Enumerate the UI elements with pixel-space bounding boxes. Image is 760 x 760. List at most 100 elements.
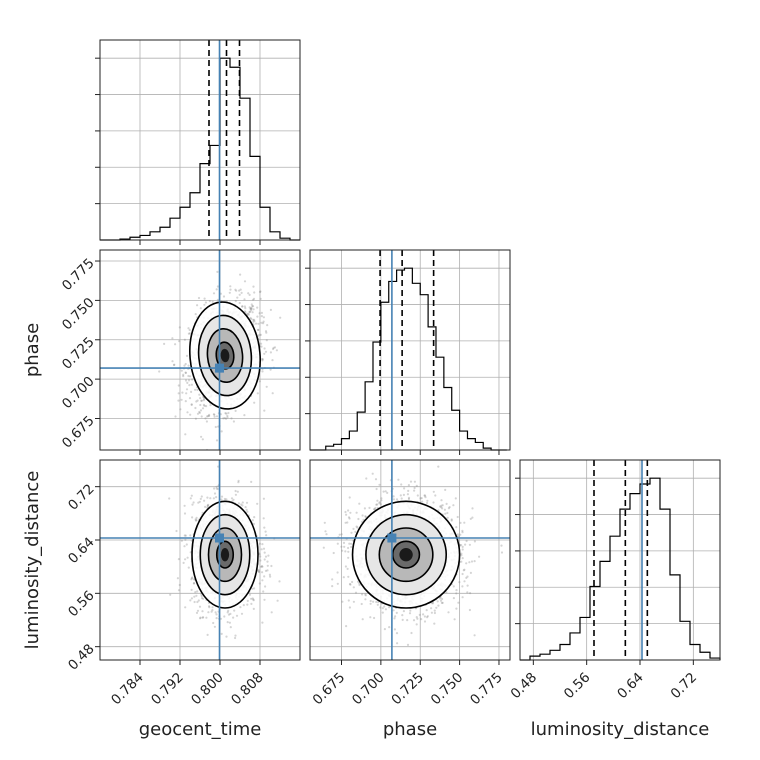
scatter-point — [210, 610, 213, 613]
scatter-point — [198, 411, 201, 414]
scatter-point — [239, 273, 242, 276]
scatter-point — [228, 621, 231, 624]
scatter-point — [357, 517, 360, 521]
scatter-point — [192, 578, 196, 581]
scatter-point — [260, 565, 263, 568]
scatter-point — [275, 349, 278, 352]
truth-marker — [215, 533, 224, 543]
scatter-point — [469, 592, 472, 595]
scatter-point — [182, 561, 185, 565]
scatter-point — [432, 501, 435, 504]
scatter-point — [189, 375, 192, 378]
scatter-point — [266, 569, 269, 572]
scatter-point — [226, 621, 229, 624]
scatter-point — [184, 400, 187, 403]
scatter-point — [263, 575, 266, 578]
scatter-point — [257, 328, 260, 332]
scatter-point — [183, 534, 186, 537]
scatter-point — [193, 595, 196, 598]
scatter-point — [200, 415, 203, 418]
scatter-point — [384, 608, 387, 611]
scatter-point — [456, 533, 460, 536]
scatter-point — [250, 480, 253, 483]
scatter-point — [213, 413, 216, 416]
scatter-point — [247, 312, 250, 315]
scatter-point — [409, 480, 413, 483]
scatter-point — [269, 308, 272, 311]
scatter-point — [197, 296, 201, 300]
scatter-point — [183, 512, 187, 515]
scatter-point — [423, 615, 426, 618]
scatter-point — [248, 306, 251, 309]
scatter-point — [461, 596, 464, 599]
scatter-point — [271, 392, 274, 395]
scatter-point — [172, 363, 176, 367]
scatter-point — [440, 504, 443, 507]
scatter-point — [341, 549, 344, 552]
scatter-point — [194, 313, 197, 316]
scatter-point — [399, 494, 402, 497]
scatter-point — [200, 597, 204, 600]
scatter-point — [191, 503, 194, 506]
scatter-point — [196, 600, 199, 604]
scatter-point — [347, 546, 350, 550]
scatter-point — [469, 517, 472, 521]
scatter-point — [192, 501, 195, 504]
scatter-point — [473, 560, 476, 563]
scatter-point — [382, 490, 385, 493]
scatter-point — [199, 307, 202, 310]
truth-marker — [215, 363, 224, 373]
scatter-point — [251, 587, 254, 590]
scatter-point — [229, 626, 232, 629]
histogram-luminosity-distance — [520, 477, 721, 661]
scatter-point — [344, 521, 347, 524]
scatter-point — [256, 502, 259, 505]
scatter-point — [261, 571, 264, 574]
scatter-point — [336, 571, 339, 574]
scatter-point — [226, 414, 229, 417]
scatter-point — [374, 478, 378, 481]
scatter-point — [324, 530, 327, 533]
scatter-point — [184, 534, 187, 537]
scatter-point — [262, 547, 266, 550]
scatter-point — [365, 477, 368, 480]
scatter-point — [199, 497, 202, 500]
scatter-point — [344, 565, 347, 568]
scatter-point — [211, 606, 214, 609]
scatter-point — [252, 522, 255, 526]
scatter-point — [215, 487, 218, 490]
scatter-point — [251, 311, 254, 314]
scatter-point — [216, 298, 219, 301]
scatter-point — [406, 493, 409, 496]
scatter-point — [344, 510, 347, 514]
scatter-point — [203, 499, 206, 502]
scatter-point — [263, 551, 266, 554]
scatter-point — [383, 605, 386, 608]
scatter-point — [187, 364, 190, 367]
scatter-point — [406, 619, 409, 622]
scatter-point — [421, 500, 424, 503]
scatter-point — [347, 516, 351, 519]
scatter-point — [349, 511, 352, 514]
scatter-point — [194, 388, 197, 391]
scatter-point — [270, 564, 273, 568]
scatter-point — [248, 310, 251, 314]
scatter-point — [460, 554, 463, 557]
scatter-point — [204, 301, 207, 304]
scatter-point — [252, 598, 255, 601]
scatter-point — [176, 577, 179, 580]
scatter-point — [229, 612, 232, 616]
scatter-point — [371, 472, 374, 475]
scatter-point — [197, 501, 200, 504]
scatter-point — [263, 352, 266, 355]
scatter-point — [254, 322, 258, 325]
contour-line — [215, 540, 235, 569]
scatter-point — [447, 507, 450, 510]
scatter-point — [253, 318, 256, 321]
scatter-point — [332, 551, 335, 555]
scatter-point — [214, 463, 216, 465]
scatter-point — [186, 556, 189, 559]
scatter-point — [461, 545, 464, 549]
scatter-point — [174, 415, 177, 418]
scatter-point — [439, 597, 442, 600]
